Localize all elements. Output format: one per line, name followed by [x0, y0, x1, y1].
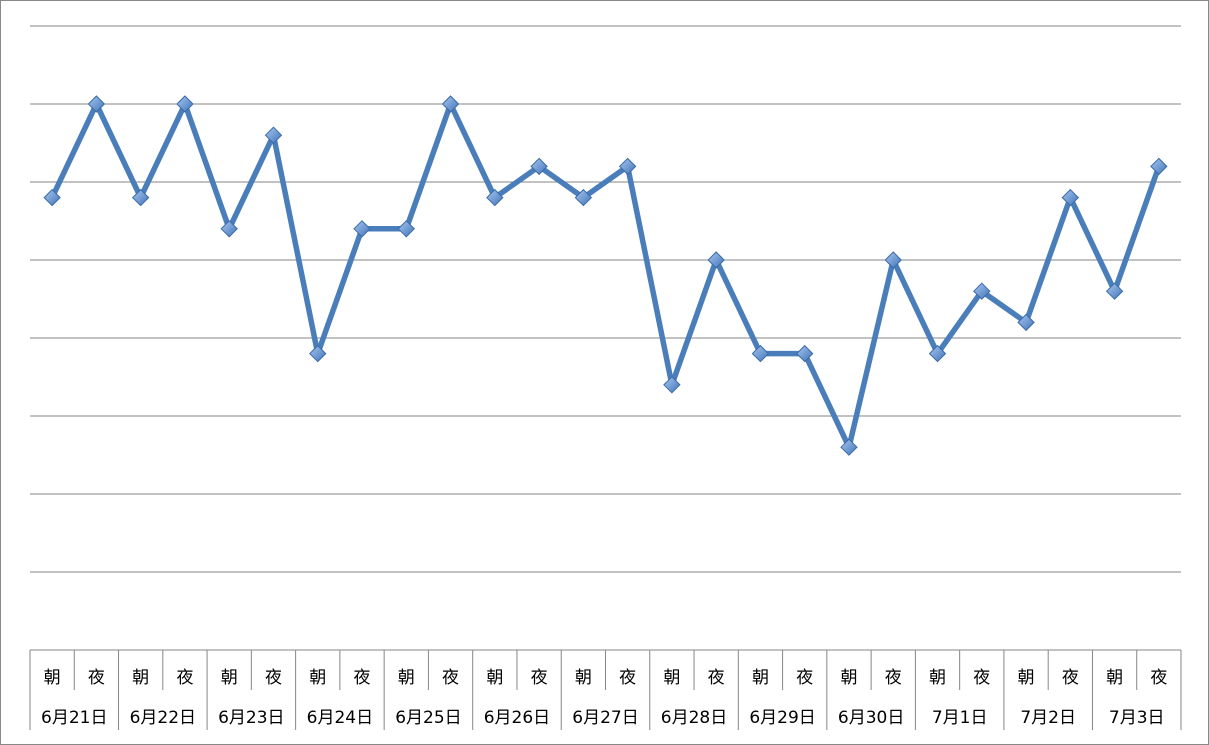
x-tick-label: 夜: [1150, 668, 1167, 688]
x-tick-label: 朝: [44, 668, 61, 688]
marker: [707, 251, 725, 269]
x-group-label: 6月21日: [41, 708, 107, 728]
marker: [131, 188, 150, 207]
marker: [928, 344, 947, 363]
x-group-label: 6月26日: [484, 708, 550, 728]
x-tick-label: 夜: [973, 668, 990, 688]
x-tick-label: 夜: [1062, 668, 1079, 688]
x-group-label: 6月29日: [749, 708, 815, 728]
x-tick-label: 夜: [885, 668, 902, 688]
series-line: [49, 101, 1162, 450]
x-group-label: 6月22日: [130, 708, 196, 728]
marker: [840, 438, 858, 456]
marker: [1150, 157, 1168, 176]
x-tick-label: 朝: [929, 668, 946, 688]
x-tick-label: 朝: [575, 668, 592, 688]
x-tick-label: 夜: [265, 668, 282, 688]
marker: [1017, 313, 1035, 332]
x-group-label: 6月24日: [307, 708, 373, 728]
x-group-label: 6月30日: [838, 708, 904, 728]
x-group-label: 7月3日: [1109, 708, 1165, 728]
x-tick-label: 夜: [796, 668, 813, 688]
x-tick-label: 朝: [1018, 668, 1035, 688]
marker: [884, 251, 902, 269]
marker: [486, 188, 504, 207]
marker: [663, 376, 681, 394]
x-tick-label: 朝: [752, 668, 769, 688]
x-tick-label: 朝: [132, 668, 149, 688]
x-tick-label: 夜: [354, 668, 371, 688]
x-group-label: 7月1日: [932, 708, 988, 728]
marker: [1105, 282, 1124, 300]
x-tick-label: 夜: [619, 668, 636, 688]
marker: [309, 344, 327, 363]
marker: [441, 95, 460, 113]
marker: [973, 282, 991, 300]
x-group-label: 6月27日: [572, 708, 638, 728]
x-tick-label: 朝: [398, 668, 415, 688]
x-tick-label: 夜: [88, 668, 105, 688]
x-tick-label: 朝: [1106, 668, 1123, 688]
x-tick-label: 夜: [708, 668, 725, 688]
x-tick-label: 夜: [176, 668, 193, 688]
x-group-label: 7月2日: [1020, 708, 1076, 728]
x-tick-label: 夜: [531, 668, 548, 688]
x-tick-label: 朝: [309, 668, 326, 688]
marker: [264, 126, 283, 144]
x-tick-label: 朝: [486, 668, 503, 688]
x-tick-label: 夜: [442, 668, 459, 688]
marker: [1061, 188, 1080, 207]
x-tick-label: 朝: [840, 668, 857, 688]
marker: [618, 157, 637, 176]
marker: [353, 220, 371, 238]
marker: [530, 157, 548, 176]
x-tick-label: 朝: [221, 668, 238, 688]
marker: [751, 344, 770, 363]
x-tick-label: 朝: [663, 668, 680, 688]
marker: [397, 220, 415, 238]
marker: [220, 220, 238, 238]
marker: [43, 188, 61, 207]
x-group-label: 6月23日: [218, 708, 284, 728]
marker: [87, 95, 106, 113]
marker: [176, 95, 194, 113]
x-group-label: 6月25日: [395, 708, 461, 728]
marker: [796, 344, 814, 363]
marker: [574, 188, 593, 207]
x-group-label: 6月28日: [661, 708, 727, 728]
